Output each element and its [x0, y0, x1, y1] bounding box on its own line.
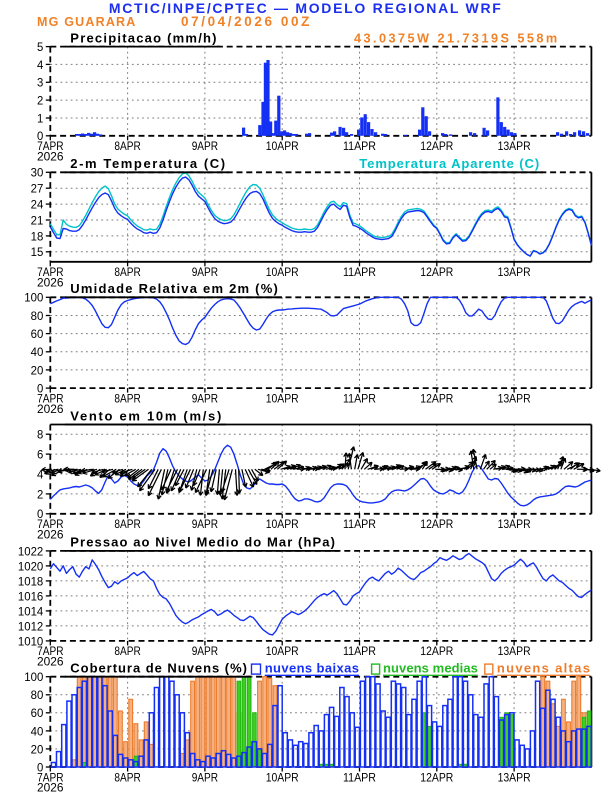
svg-text:15: 15 [31, 246, 44, 259]
svg-text:1010: 1010 [18, 635, 43, 648]
svg-text:20: 20 [31, 364, 44, 377]
svg-text:0: 0 [37, 761, 43, 774]
svg-text:8APR: 8APR [114, 140, 140, 153]
svg-text:7APR: 7APR [37, 771, 63, 784]
svg-text:9APR: 9APR [192, 771, 218, 784]
svg-text:0: 0 [37, 383, 43, 396]
svg-text:4: 4 [37, 59, 44, 72]
svg-text:nuvens baixas: nuvens baixas [265, 661, 360, 676]
svg-text:8APR: 8APR [114, 266, 140, 279]
svg-text:80: 80 [31, 689, 44, 702]
svg-text:3: 3 [37, 77, 43, 90]
svg-text:1018: 1018 [18, 575, 43, 588]
svg-text:1012: 1012 [18, 620, 43, 633]
svg-text:11APR: 11APR [343, 645, 376, 658]
svg-text:Temperatura Aparente (C): Temperatura Aparente (C) [359, 156, 540, 171]
svg-text:1014: 1014 [18, 605, 44, 618]
svg-text:07/04/2026 00Z: 07/04/2026 00Z [181, 14, 312, 29]
svg-text:8APR: 8APR [114, 392, 140, 405]
svg-text:Precipitacao (mm/h): Precipitacao (mm/h) [70, 30, 217, 45]
svg-text:10APR: 10APR [266, 266, 299, 279]
svg-text:60: 60 [31, 328, 44, 341]
svg-text:18: 18 [31, 230, 44, 243]
svg-text:6: 6 [37, 449, 43, 462]
svg-text:2026: 2026 [37, 782, 64, 792]
svg-text:80: 80 [31, 310, 44, 323]
svg-text:13APR: 13APR [498, 518, 531, 531]
svg-text:2-m Temperatura (C): 2-m Temperatura (C) [70, 156, 226, 171]
svg-text:10APR: 10APR [266, 140, 299, 153]
svg-text:27: 27 [31, 183, 44, 196]
svg-text:40: 40 [31, 725, 44, 738]
svg-text:11APR: 11APR [343, 518, 376, 531]
svg-text:100: 100 [24, 292, 43, 305]
svg-text:0: 0 [37, 130, 43, 143]
svg-text:Umidade Relativa em 2m (%): Umidade Relativa em 2m (%) [70, 281, 279, 296]
svg-text:13APR: 13APR [498, 645, 531, 658]
svg-text:8APR: 8APR [114, 645, 140, 658]
svg-text:5: 5 [37, 41, 43, 54]
svg-text:2026: 2026 [37, 151, 64, 164]
svg-text:7APR: 7APR [37, 140, 63, 153]
svg-text:1022: 1022 [18, 545, 43, 558]
svg-text:10APR: 10APR [266, 771, 299, 784]
svg-text:9APR: 9APR [192, 518, 218, 531]
svg-text:12APR: 12APR [420, 140, 453, 153]
svg-text:12APR: 12APR [420, 518, 453, 531]
svg-text:0: 0 [37, 508, 43, 521]
svg-text:10APR: 10APR [266, 645, 299, 658]
svg-text:30: 30 [31, 167, 44, 180]
svg-text:Vento em 10m (m/s): Vento em 10m (m/s) [70, 408, 223, 423]
svg-text:12APR: 12APR [420, 645, 453, 658]
svg-text:40: 40 [31, 346, 44, 359]
svg-text:7APR: 7APR [37, 266, 63, 279]
svg-text:9APR: 9APR [192, 645, 218, 658]
svg-text:2026: 2026 [37, 529, 64, 542]
svg-text:11APR: 11APR [343, 266, 376, 279]
svg-text:20: 20 [31, 743, 44, 756]
svg-text:12APR: 12APR [420, 392, 453, 405]
svg-text:1016: 1016 [18, 590, 43, 603]
svg-text:11APR: 11APR [343, 771, 376, 784]
svg-text:100: 100 [24, 671, 43, 684]
svg-text:13APR: 13APR [498, 266, 531, 279]
svg-text:7APR: 7APR [37, 645, 63, 658]
svg-text:9APR: 9APR [192, 266, 218, 279]
svg-text:60: 60 [31, 707, 44, 720]
svg-text:2: 2 [37, 95, 43, 108]
svg-text:21: 21 [31, 214, 44, 227]
svg-text:8: 8 [37, 429, 43, 442]
svg-text:MCTIC/INPE/CPTEC — MODELO REGI: MCTIC/INPE/CPTEC — MODELO REGIONAL WRF [109, 0, 503, 16]
svg-text:MG GUARARA: MG GUARARA [37, 15, 137, 29]
svg-text:2026: 2026 [37, 656, 64, 669]
svg-text:12APR: 12APR [420, 266, 453, 279]
svg-text:nuvens medias: nuvens medias [383, 661, 478, 676]
svg-text:8APR: 8APR [114, 518, 140, 531]
svg-text:Cobertura de Nuvens (%): Cobertura de Nuvens (%) [70, 661, 248, 676]
svg-text:1: 1 [37, 112, 43, 125]
svg-text:11APR: 11APR [343, 140, 376, 153]
svg-text:7APR: 7APR [37, 392, 63, 405]
svg-text:Pressao ao Nivel Medio do Mar: Pressao ao Nivel Medio do Mar (hPa) [70, 535, 336, 550]
svg-text:nuvens altas: nuvens altas [497, 661, 591, 676]
svg-text:13APR: 13APR [498, 392, 531, 405]
svg-text:2: 2 [37, 488, 43, 501]
svg-text:4: 4 [37, 468, 44, 481]
svg-text:10APR: 10APR [266, 392, 299, 405]
svg-text:24: 24 [31, 199, 44, 212]
svg-text:9APR: 9APR [192, 140, 218, 153]
svg-text:9APR: 9APR [192, 392, 218, 405]
svg-text:2026: 2026 [37, 277, 64, 290]
svg-text:13APR: 13APR [498, 140, 531, 153]
svg-text:12APR: 12APR [420, 771, 453, 784]
svg-text:2026: 2026 [37, 403, 64, 416]
svg-text:11APR: 11APR [343, 392, 376, 405]
svg-text:43.0375W 21.7319S 558m: 43.0375W 21.7319S 558m [354, 32, 560, 46]
svg-text:7APR: 7APR [37, 518, 63, 531]
svg-text:1020: 1020 [18, 560, 43, 573]
svg-text:13APR: 13APR [498, 771, 531, 784]
svg-text:10APR: 10APR [266, 518, 299, 531]
svg-text:8APR: 8APR [114, 771, 140, 784]
